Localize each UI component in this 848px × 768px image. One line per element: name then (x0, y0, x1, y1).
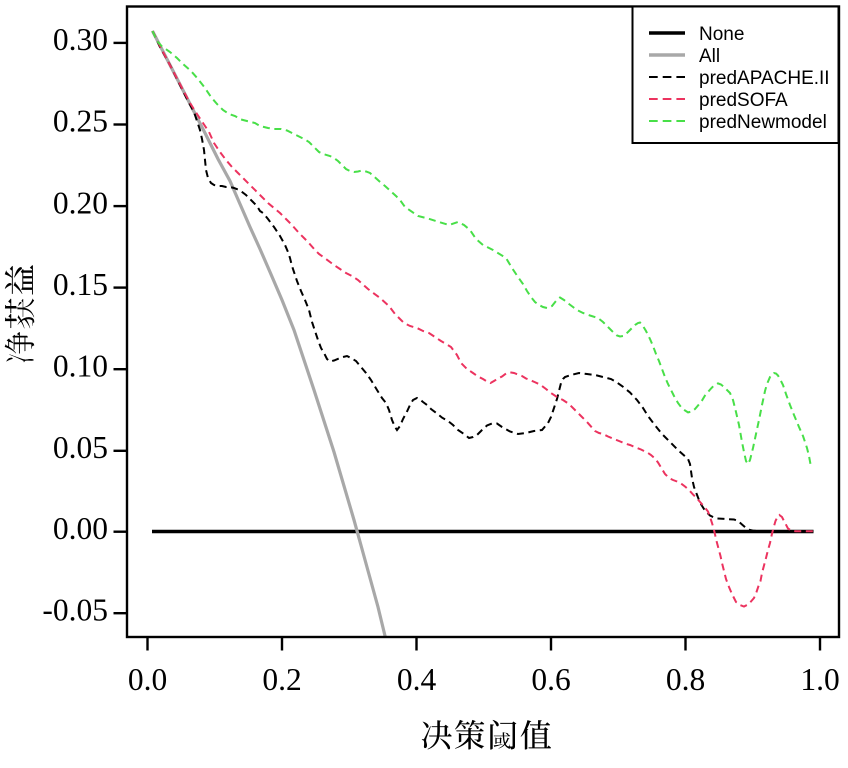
svg-text:0.8: 0.8 (666, 662, 705, 697)
svg-text:0.0: 0.0 (128, 662, 167, 697)
svg-text:0.20: 0.20 (53, 185, 108, 220)
svg-text:0.2: 0.2 (262, 662, 301, 697)
svg-text:All: All (699, 46, 720, 67)
svg-text:predSOFA: predSOFA (699, 90, 788, 111)
svg-text:0.15: 0.15 (53, 267, 108, 302)
svg-text:0.4: 0.4 (397, 662, 437, 697)
svg-text:0.05: 0.05 (53, 430, 108, 465)
svg-text:1.0: 1.0 (800, 662, 839, 697)
svg-text:0.30: 0.30 (53, 22, 108, 57)
svg-text:0.25: 0.25 (53, 104, 108, 139)
svg-text:0.00: 0.00 (53, 511, 108, 546)
svg-text:0.6: 0.6 (531, 662, 570, 697)
svg-text:None: None (699, 24, 744, 45)
svg-text:-0.05: -0.05 (42, 592, 108, 627)
svg-text:predNewmodel: predNewmodel (699, 112, 827, 133)
svg-text:0.10: 0.10 (53, 348, 108, 383)
svg-text:predAPACHE.II: predAPACHE.II (699, 68, 830, 89)
